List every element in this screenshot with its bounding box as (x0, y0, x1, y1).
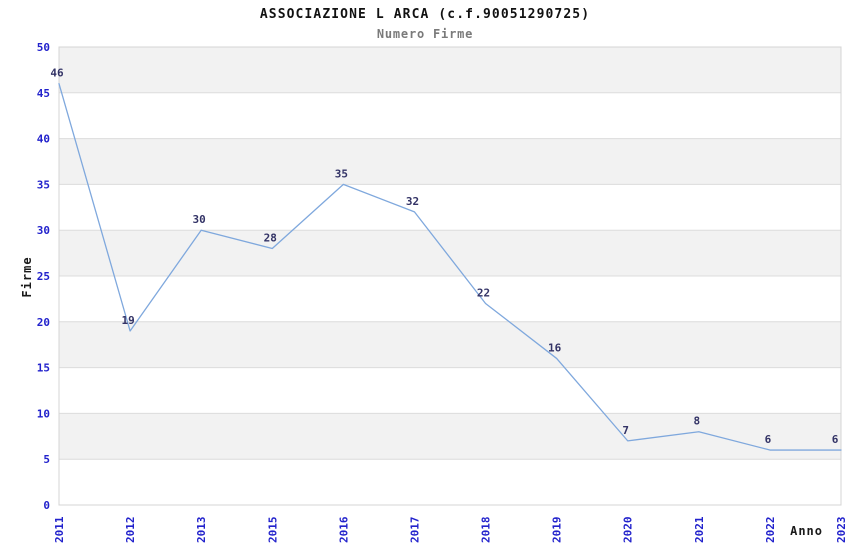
y-tick-label: 40 (37, 133, 50, 146)
point-label: 16 (548, 341, 562, 354)
point-label: 6 (832, 433, 839, 446)
x-tick-label: 2021 (693, 516, 706, 543)
y-tick-label: 10 (37, 407, 50, 420)
y-tick-label: 45 (37, 87, 50, 100)
x-tick-label: 2020 (622, 517, 635, 544)
point-label: 35 (335, 167, 348, 180)
chart-subtitle: Numero Firme (376, 27, 474, 41)
y-tick-label: 15 (37, 362, 50, 375)
point-label: 19 (121, 314, 134, 327)
x-tick-label: 2019 (551, 517, 564, 544)
point-label: 30 (193, 213, 206, 226)
x-tick-label: 2012 (124, 517, 137, 544)
y-tick-label: 5 (43, 453, 50, 466)
point-label: 6 (765, 433, 772, 446)
point-label: 7 (622, 424, 629, 437)
y-tick-label: 30 (37, 224, 50, 237)
point-label: 8 (694, 415, 701, 428)
band-row (59, 321, 841, 368)
x-axis-title: Anno (790, 524, 823, 538)
point-label: 22 (477, 286, 490, 299)
chart-title: ASSOCIAZIONE L ARCA (c.f.90051290725) (259, 7, 591, 22)
y-tick-label: 0 (43, 499, 50, 512)
series-line (58, 82, 842, 451)
y-tick-label: 20 (37, 316, 50, 329)
x-tick-label: 2018 (480, 517, 493, 544)
x-tick-label: 2017 (408, 517, 421, 544)
y-axis-title: Firme (20, 256, 34, 298)
y-tick-label: 35 (37, 178, 50, 191)
x-tick-label: 2022 (764, 517, 777, 544)
band-row (59, 413, 841, 460)
band-row (59, 138, 841, 185)
point-label: 32 (406, 195, 419, 208)
band-row (59, 230, 841, 276)
x-tick-label: 2023 (835, 517, 848, 544)
point-label: 28 (264, 232, 277, 245)
x-tick-label: 2016 (337, 516, 350, 543)
y-tick-label: 25 (37, 270, 50, 283)
band-row (59, 47, 841, 93)
x-tick-label: 2013 (195, 517, 208, 544)
plot-border (58, 46, 842, 506)
x-tick-label: 2015 (266, 517, 279, 544)
y-tick-label: 50 (37, 41, 50, 54)
point-label: 46 (50, 67, 64, 80)
x-tick-label: 2011 (53, 516, 66, 543)
